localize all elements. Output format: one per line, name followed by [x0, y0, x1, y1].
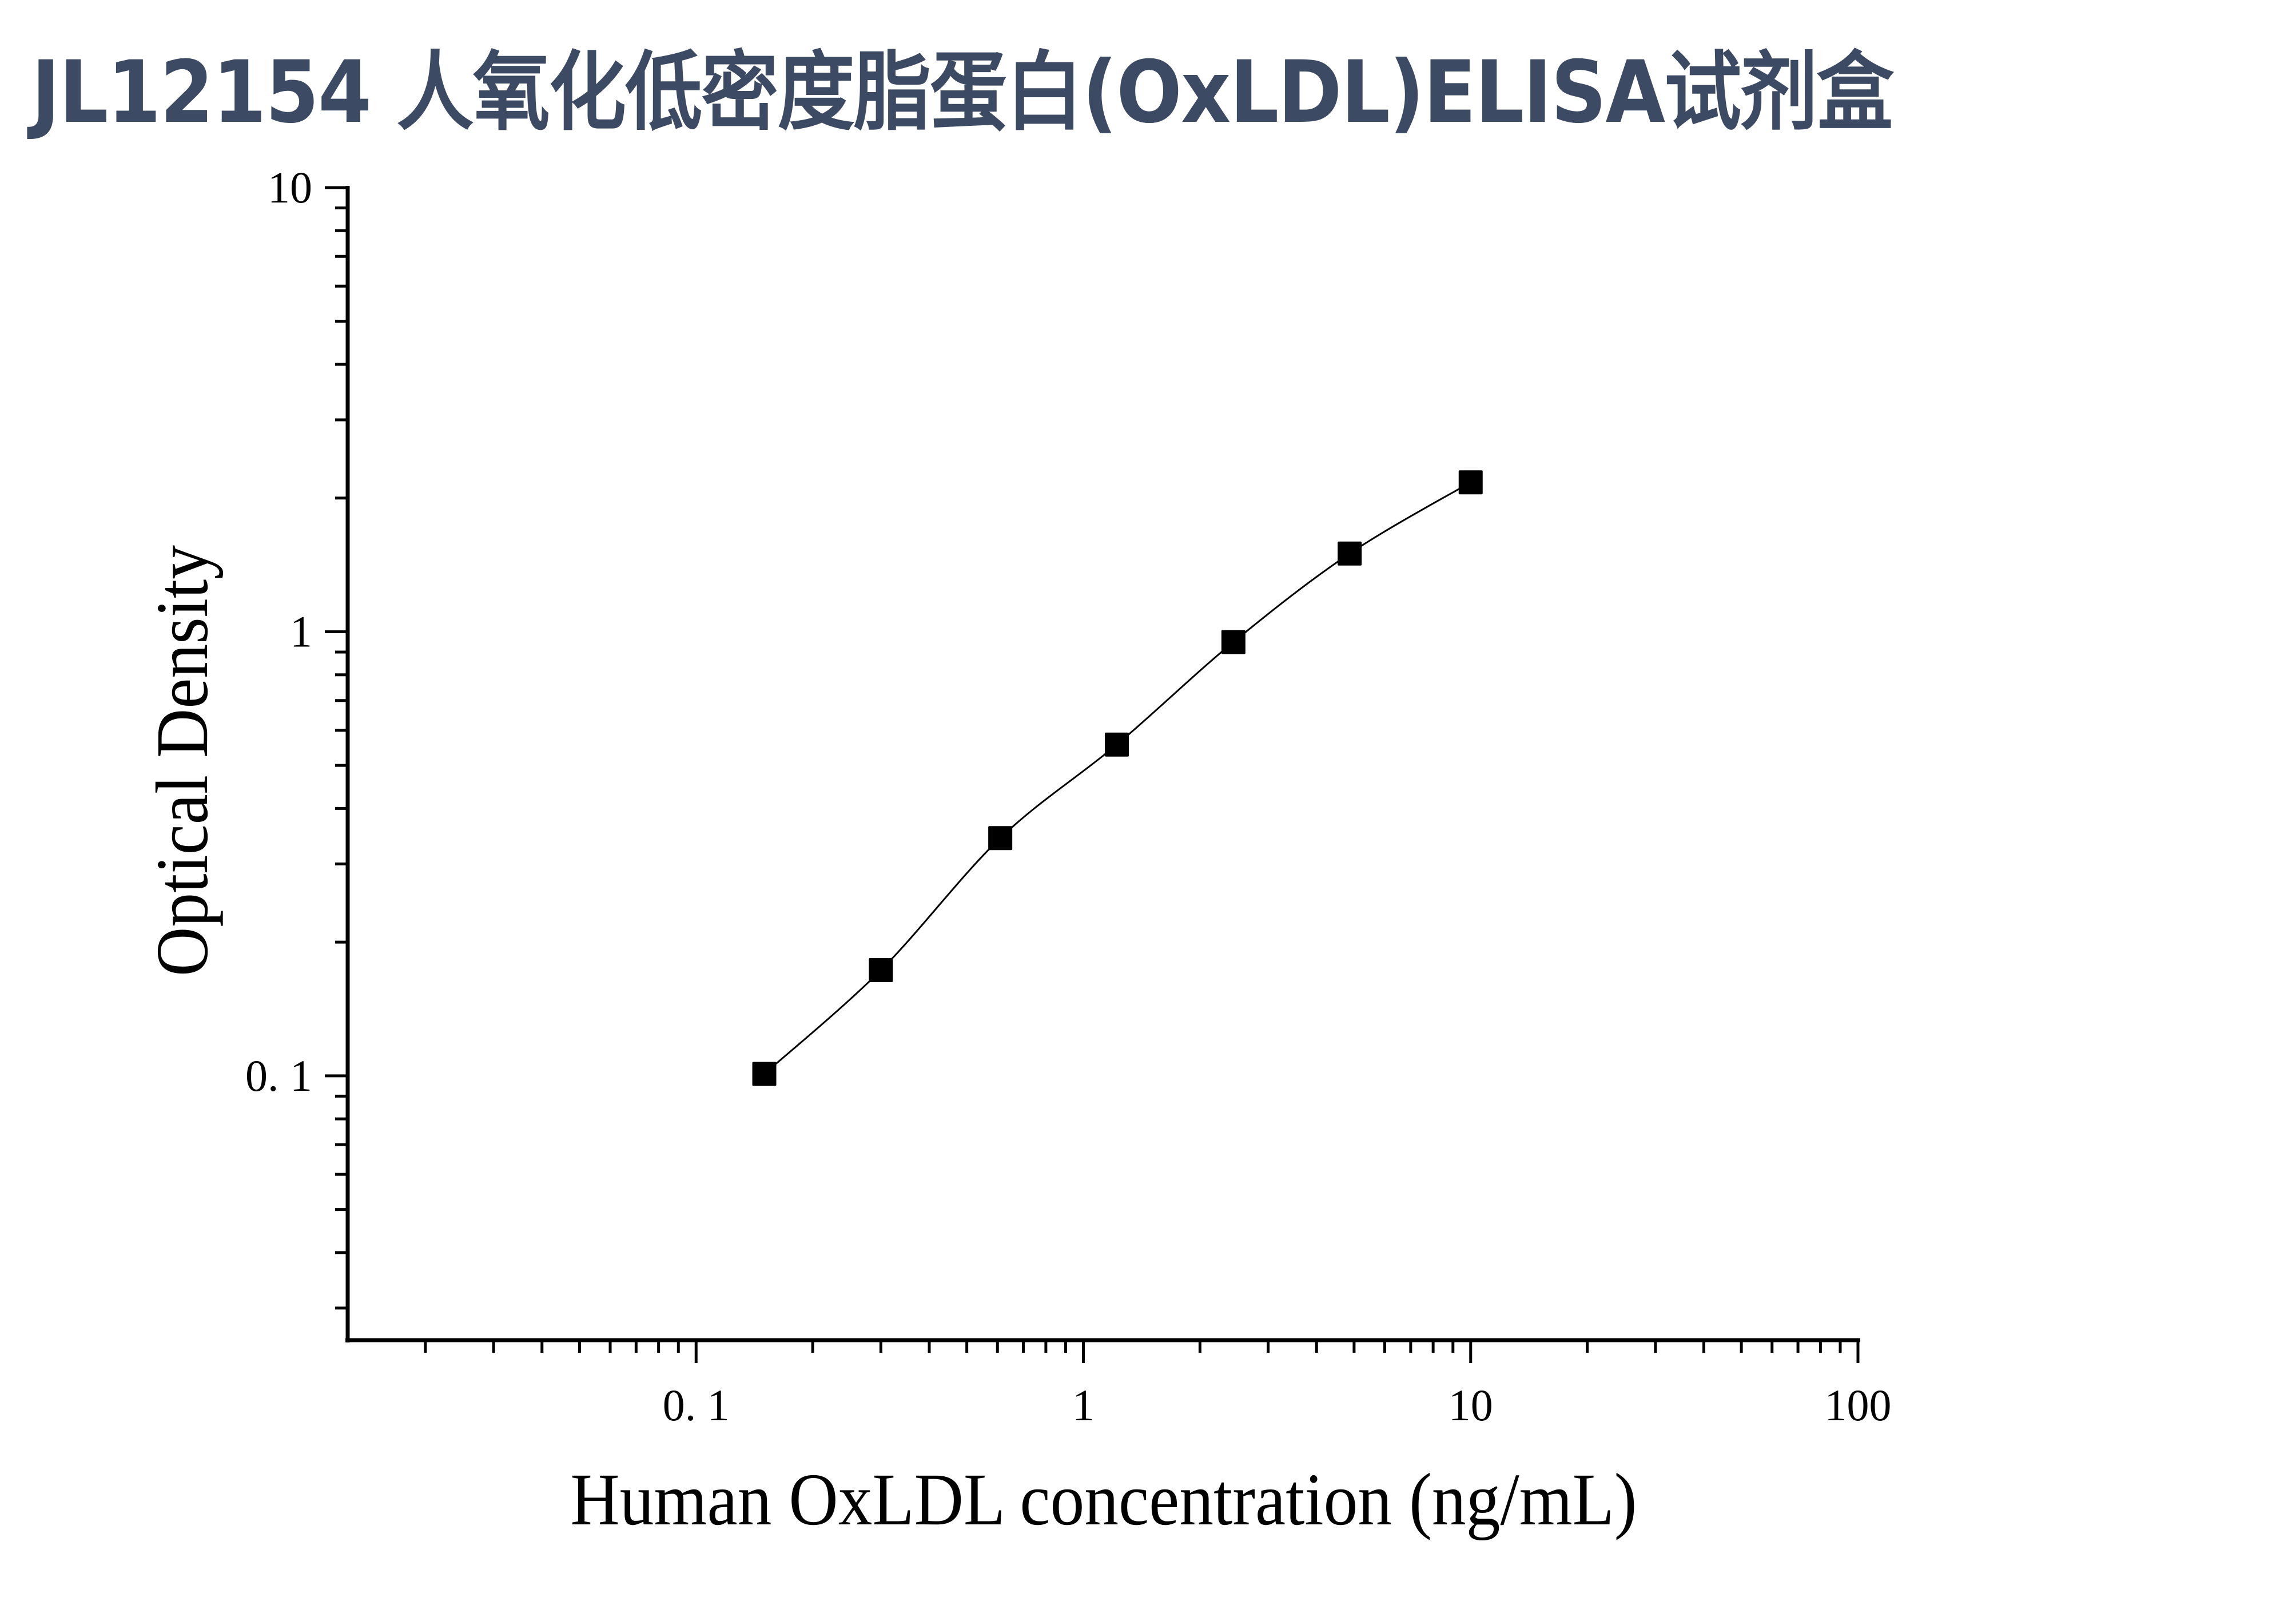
y-axis-label: Optical Density [142, 545, 224, 976]
chart-title: JL12154 人氧化低密度脂蛋白(OxLDL)ELISA试剂盒 [31, 43, 1894, 142]
square-marker [1221, 630, 1246, 654]
x-tick-label: 0. 1 [663, 1380, 730, 1430]
x-tick-label: 100 [1825, 1380, 1892, 1430]
y-tick-label: 10 [268, 162, 312, 212]
square-marker [869, 958, 893, 983]
x-axis-label: Human OxLDL concentration (ng/mL) [570, 1459, 1637, 1542]
square-marker [1104, 732, 1129, 757]
fit-curve [763, 481, 1471, 1075]
square-marker [988, 826, 1013, 851]
square-marker [752, 1062, 777, 1086]
axes: 0. 1 1 10 0. 1 1 10 100 [245, 162, 1892, 1430]
square-marker [1338, 541, 1362, 566]
y-tick-label: 0. 1 [245, 1051, 312, 1101]
data-markers [752, 470, 1483, 1086]
y-tick-label: 1 [290, 606, 312, 656]
x-tick-label: 10 [1449, 1380, 1493, 1430]
x-tick-label: 1 [1072, 1380, 1095, 1430]
square-marker [1458, 470, 1483, 495]
standard-curve-line [763, 481, 1471, 1075]
